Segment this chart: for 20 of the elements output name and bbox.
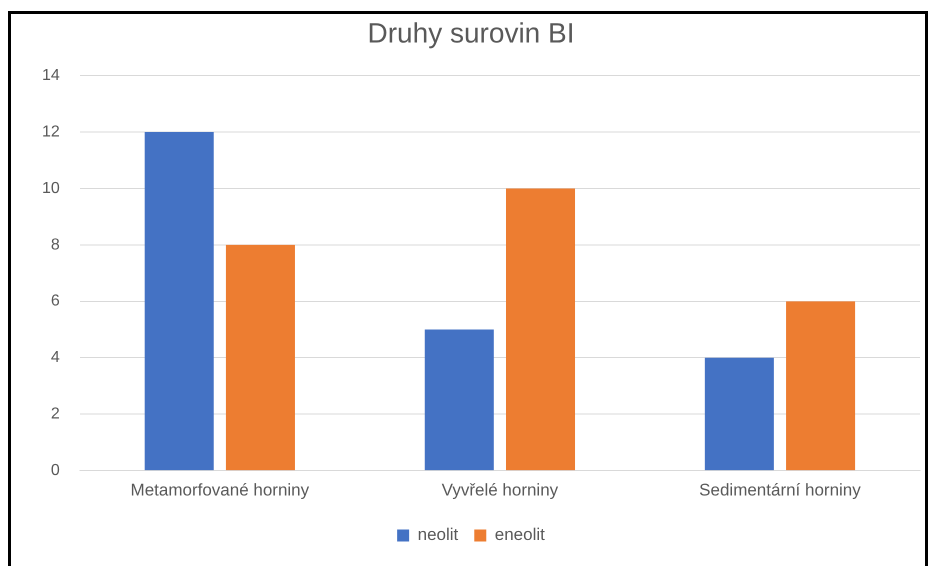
x-tick-label: Metamorfované horniny [130,480,310,500]
y-tick-label: 8 [50,236,60,254]
legend-label: eneolit [494,525,546,544]
y-tick-label: 0 [50,462,60,480]
bar [144,132,214,470]
legend-label: neolit [418,525,459,544]
y-tick-label: 10 [42,180,60,197]
y-tick-label: 12 [42,123,60,140]
bar [424,330,494,470]
chart-title: Druhy surovin BI [368,18,574,49]
bar [704,358,774,470]
y-tick-label: 2 [50,406,60,423]
bar [226,244,295,470]
bar [786,301,856,470]
y-tick-label: 14 [42,67,60,84]
y-tick-label: 6 [50,292,60,310]
x-tick-label: Vyvřelé horniny [442,480,559,500]
x-tick-label: Sedimentární horniny [699,480,862,500]
bar [506,188,576,470]
y-tick-label: 4 [50,349,60,366]
